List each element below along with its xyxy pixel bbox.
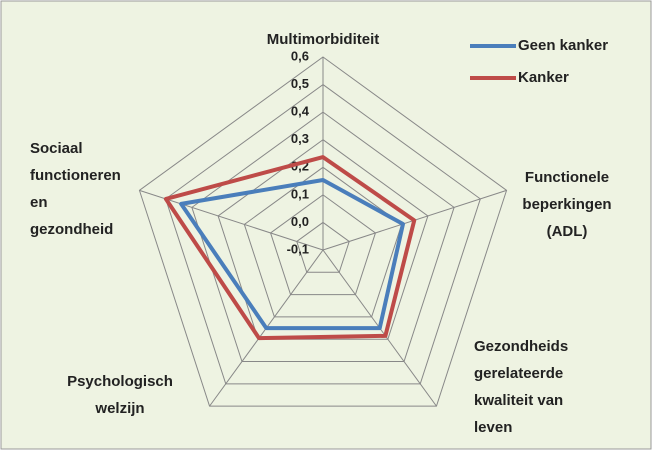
grid-ring: [165, 83, 481, 385]
category-label: Multimorbiditeit: [267, 31, 380, 48]
category-label: Psychologisch welzijn: [67, 373, 173, 417]
grid-ring: [138, 56, 508, 407]
grid-ring: [217, 139, 429, 340]
grid-ring: [296, 221, 350, 273]
grid-ring: [191, 111, 455, 363]
y-tick-label: 0,1: [291, 186, 309, 201]
legend-label: Kanker: [518, 69, 569, 86]
y-tick-label: 0,0: [291, 214, 309, 229]
series-line: [179, 177, 405, 331]
y-tick-label: 0,4: [291, 104, 310, 119]
spoke: [139, 189, 324, 251]
y-tick-label: 0,5: [291, 76, 309, 91]
legend-label: Geen kanker: [518, 37, 608, 54]
category-label: Gezondheids gerelateerde kwaliteit van leve…: [474, 338, 568, 436]
y-tick-label: 0,6: [291, 48, 309, 63]
y-tick-label: 0,3: [291, 131, 309, 146]
series-line: [163, 155, 417, 341]
grid-ring: [269, 194, 377, 296]
y-tick-label: -0,1: [287, 241, 309, 256]
category-label: Sociaal functioneren en gezondheid: [30, 140, 121, 238]
category-label: Functionele beperkingen (ADL): [522, 169, 611, 240]
